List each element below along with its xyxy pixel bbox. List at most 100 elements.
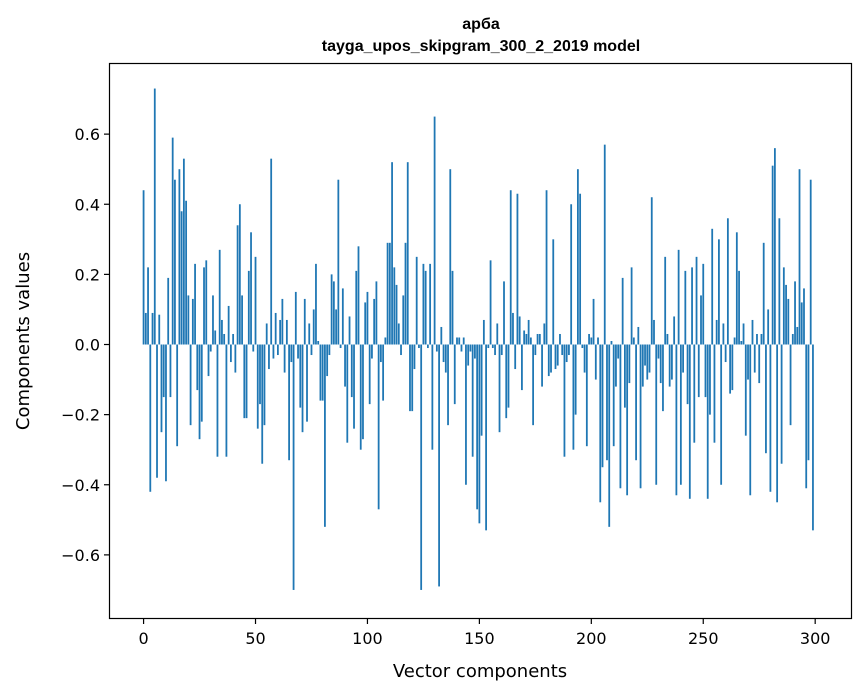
- bar-193: [574, 344, 577, 415]
- bar-286: [782, 267, 785, 345]
- bar-192: [572, 344, 575, 450]
- bar-270: [747, 344, 749, 380]
- bar-21: [189, 344, 192, 426]
- bar-138: [451, 270, 454, 345]
- y-tick-label: 0.4: [75, 195, 100, 214]
- bar-166: [514, 344, 517, 370]
- bar-255: [713, 344, 716, 443]
- bar-156: [491, 344, 494, 349]
- bar-89: [341, 288, 344, 345]
- bar-154: [487, 344, 490, 349]
- y-tick-label: 0.2: [75, 265, 100, 284]
- bar-64: [285, 319, 288, 345]
- bar-105: [377, 344, 380, 510]
- bar-66: [290, 344, 293, 363]
- bar-18: [182, 158, 185, 345]
- y-axis-ticks: −0.6 −0.4 −0.2 0.0 0.2 0.4 0.6: [61, 125, 110, 565]
- bar-168: [518, 316, 521, 345]
- bar-290: [791, 333, 794, 345]
- bar-151: [480, 344, 483, 436]
- bar-14: [174, 179, 176, 345]
- bar-196: [581, 344, 584, 349]
- bar-295: [803, 288, 805, 345]
- bar-170: [523, 330, 526, 345]
- bar-120: [411, 344, 414, 412]
- x-axis-label: Vector components: [393, 661, 567, 682]
- bar-208: [608, 344, 611, 527]
- bar-187: [561, 344, 564, 356]
- bar-200: [590, 337, 593, 345]
- bar-232: [662, 344, 664, 412]
- bar-210: [612, 344, 615, 447]
- bar-115: [400, 344, 402, 356]
- bar-297: [807, 344, 810, 461]
- bar-256: [715, 319, 718, 345]
- bar-19: [185, 200, 188, 345]
- bar-100: [366, 291, 369, 345]
- bar-74: [308, 323, 311, 345]
- bar-62: [281, 298, 284, 345]
- bar-117: [404, 242, 407, 345]
- bar-147: [471, 344, 474, 457]
- bar-163: [507, 344, 510, 408]
- bar-242: [684, 270, 687, 345]
- bar-248: [697, 344, 700, 398]
- bar-106: [379, 344, 382, 363]
- bar-234: [666, 333, 669, 345]
- bar-241: [682, 344, 684, 373]
- bar-98: [362, 344, 364, 440]
- bar-231: [659, 344, 662, 384]
- bar-292: [796, 326, 799, 345]
- bar-77: [315, 263, 317, 345]
- bar-36: [223, 333, 226, 345]
- bar-181: [547, 344, 550, 377]
- bar-121: [413, 344, 416, 370]
- x-tick-label: 0: [138, 629, 148, 648]
- bar-31: [212, 295, 214, 345]
- y-tick-label: −0.6: [61, 546, 100, 565]
- bar-107: [382, 344, 385, 401]
- x-tick-label: 50: [245, 629, 265, 648]
- bar-69: [297, 344, 299, 359]
- bar-35: [221, 319, 223, 345]
- bar-45: [243, 344, 246, 419]
- bar-102: [371, 344, 373, 359]
- bar-174: [532, 344, 534, 426]
- bar-81: [324, 344, 326, 527]
- bar-140: [456, 337, 458, 345]
- bar-68: [294, 291, 297, 345]
- bar-159: [498, 344, 501, 433]
- bar-229: [655, 344, 658, 485]
- bar-235: [668, 344, 671, 387]
- bar-44: [241, 295, 243, 345]
- bar-104: [375, 281, 378, 345]
- bar-190: [568, 344, 570, 356]
- bar-132: [438, 344, 440, 587]
- bar-227: [650, 197, 653, 345]
- bar-205: [601, 344, 604, 468]
- bar-118: [406, 162, 409, 345]
- bar-54: [263, 344, 266, 426]
- bar-56: [268, 344, 270, 370]
- bar-185: [556, 344, 559, 366]
- bar-153: [485, 344, 487, 531]
- bar-51: [256, 344, 259, 429]
- bar-191: [570, 204, 573, 345]
- bar-109: [386, 242, 389, 345]
- bar-201: [592, 298, 595, 345]
- bar-162: [505, 344, 508, 419]
- bar-257: [718, 239, 720, 345]
- bar-75: [310, 344, 313, 356]
- bar-135: [444, 344, 447, 373]
- bar-113: [395, 284, 398, 345]
- bar-46: [245, 344, 248, 419]
- bar-289: [789, 344, 792, 426]
- bar-123: [418, 344, 420, 349]
- bar-78: [317, 341, 320, 345]
- bar-50: [254, 256, 257, 345]
- bar-189: [565, 344, 568, 363]
- bar-237: [673, 316, 676, 345]
- bar-63: [283, 344, 286, 373]
- bar-95: [355, 270, 358, 345]
- bar-263: [731, 344, 734, 391]
